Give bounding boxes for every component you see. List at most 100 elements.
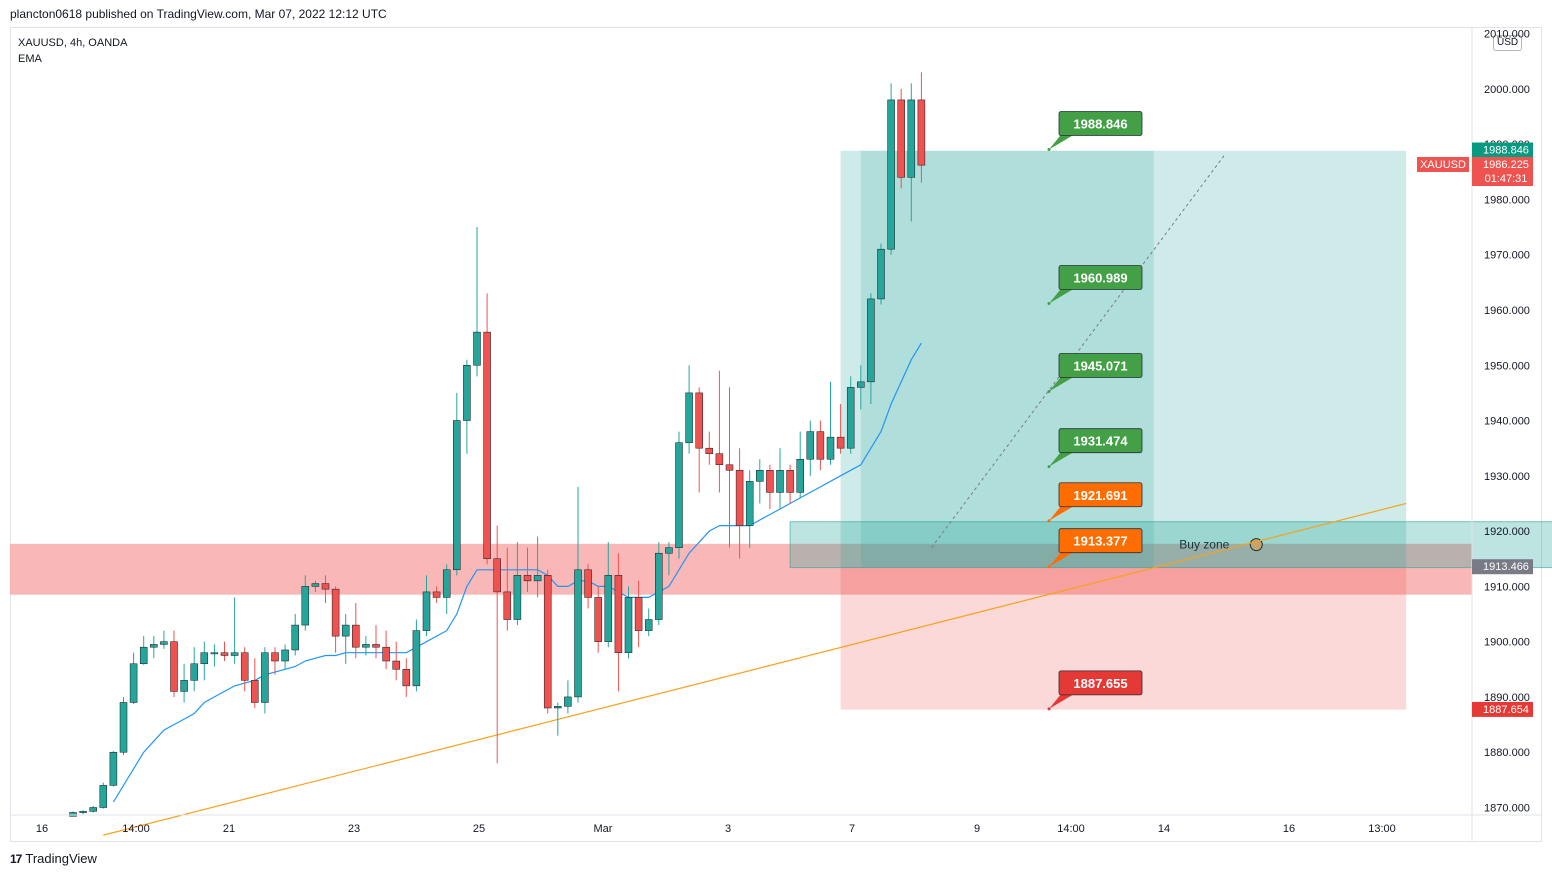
symbol-badge-text: XAUUSD <box>1420 159 1466 171</box>
price-label-box <box>1058 428 1143 454</box>
candle-body <box>695 392 703 449</box>
price-label-text: 1887.655 <box>1073 676 1127 691</box>
price-label-box <box>1058 670 1143 696</box>
candle-body <box>89 807 97 812</box>
candle-body <box>533 575 542 582</box>
price-tick-label: 1980.000 <box>1484 194 1530 206</box>
projection-line <box>931 154 1225 548</box>
candle-body <box>200 652 209 665</box>
price-label-pointer <box>1049 450 1076 467</box>
time-tick-label: 14:00 <box>122 823 150 835</box>
candle-body <box>655 552 663 620</box>
candle-body <box>422 591 431 631</box>
indicator-label[interactable]: EMA <box>18 53 42 65</box>
price-badge-text: 1986.225 <box>1483 159 1529 171</box>
candle-body <box>705 447 714 454</box>
candle-body <box>857 381 865 388</box>
price-badge <box>1472 142 1533 158</box>
zone-resistance-support <box>10 543 1472 595</box>
emoji-icon <box>1249 538 1263 552</box>
candle-body <box>180 680 188 692</box>
candle-body <box>624 597 633 653</box>
candle-body <box>725 464 734 471</box>
price-tick-label: 1910.000 <box>1484 581 1530 593</box>
candle-body <box>867 298 875 383</box>
candle-body <box>715 453 724 466</box>
candle-body <box>99 785 108 808</box>
price-label-pointer <box>1049 692 1076 709</box>
candle-body <box>69 812 77 817</box>
price-label-text: 1960.989 <box>1073 271 1127 286</box>
price-label-anchor <box>1047 707 1051 711</box>
candle-body <box>614 575 623 653</box>
candle-body <box>210 652 219 655</box>
symbol-info[interactable]: XAUUSD, 4h, OANDA <box>18 37 128 49</box>
trend-line <box>103 502 1407 836</box>
candle-body <box>554 706 562 709</box>
price-label-box <box>1058 353 1143 378</box>
chart-legend: XAUUSD, 4h, OANDA EMA <box>18 35 127 67</box>
time-tick-label: 23 <box>348 823 360 835</box>
candle-body <box>887 99 895 250</box>
time-tick-label: 14 <box>1158 823 1170 835</box>
time-tick-label: 3 <box>725 823 731 835</box>
candle-body <box>331 588 340 637</box>
price-label-anchor <box>1047 390 1051 394</box>
footer-brand[interactable]: 17 TradingView <box>10 851 97 866</box>
price-badge <box>1472 171 1533 187</box>
candle-body <box>756 470 764 482</box>
candle-body <box>786 470 794 493</box>
symbol-badge <box>1417 157 1469 173</box>
price-label-box <box>1058 265 1143 290</box>
price-tick-label: 1970.000 <box>1484 250 1530 262</box>
candle-body <box>897 99 905 178</box>
candle-body <box>604 575 613 642</box>
candle-body <box>483 331 491 559</box>
candle-body <box>251 680 259 703</box>
price-tick-label: 1920.000 <box>1484 526 1530 538</box>
candle-body <box>160 641 168 645</box>
time-tick-label: 21 <box>223 823 235 835</box>
zone-buy-zone <box>789 521 1552 569</box>
price-tick-label: 1950.000 <box>1484 360 1530 372</box>
price-tick-label: 2000.000 <box>1484 84 1530 96</box>
price-badge <box>1472 701 1533 717</box>
candle-body <box>907 99 916 178</box>
price-badge <box>1472 559 1533 575</box>
candle-body <box>220 652 229 656</box>
time-tick-label: 7 <box>849 823 855 835</box>
price-label-text: 1988.846 <box>1073 117 1127 132</box>
price-label-anchor <box>1047 565 1051 569</box>
candle-body <box>453 420 461 571</box>
time-tick-label: Mar <box>594 823 613 835</box>
price-tick-label: 1900.000 <box>1484 637 1530 649</box>
price-label-box <box>1058 482 1143 508</box>
candle-body <box>584 569 592 598</box>
chart-frame[interactable] <box>10 27 1542 842</box>
price-label-pointer <box>1049 133 1076 150</box>
currency-button[interactable]: USD <box>1493 35 1523 51</box>
candle-body <box>543 575 552 709</box>
candle-body <box>352 624 360 648</box>
price-badge-text: 1913.466 <box>1483 561 1529 573</box>
candle-body <box>240 652 249 681</box>
candle-body <box>412 630 421 687</box>
candle-body <box>372 644 380 648</box>
candle-body <box>644 619 653 631</box>
brand-name: TradingView <box>25 851 97 866</box>
price-label-pointer <box>1049 287 1076 304</box>
candle-body <box>119 702 128 753</box>
price-tick-label: 1960.000 <box>1484 305 1530 317</box>
buy-zone-label: Buy zone <box>1179 538 1229 552</box>
price-label-box <box>1058 528 1143 554</box>
candle-body <box>493 558 501 593</box>
price-tick-label: 2010.000 <box>1484 29 1530 41</box>
candle-body <box>836 436 845 449</box>
candle-body <box>190 663 198 681</box>
candle-body <box>685 392 693 443</box>
price-label-anchor <box>1047 465 1051 469</box>
candle-body <box>665 547 673 554</box>
candle-body <box>150 644 158 648</box>
candle-body <box>271 652 279 662</box>
